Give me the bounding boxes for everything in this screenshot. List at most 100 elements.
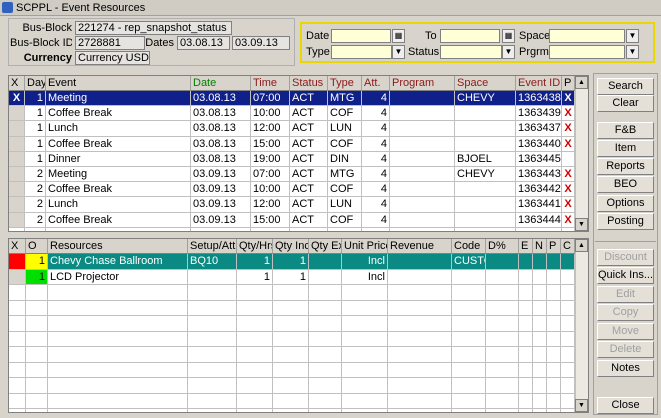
grid-cell[interactable]: LUN <box>328 197 362 213</box>
grid-cell[interactable] <box>9 136 25 152</box>
grid-cell[interactable]: ACT <box>290 151 328 167</box>
grid-cell[interactable] <box>390 151 455 167</box>
space-input[interactable] <box>549 29 625 43</box>
grid-cell[interactable]: 12:00 <box>251 197 290 213</box>
grid-cell[interactable] <box>519 254 533 270</box>
grid-cell[interactable]: 4 <box>362 121 390 137</box>
button[interactable]: Quick Ins... <box>597 267 654 284</box>
grid-cell[interactable] <box>390 106 455 122</box>
grid-cell[interactable]: 1363440 <box>516 136 562 152</box>
grid-cell[interactable]: X <box>562 197 575 213</box>
grid-cell[interactable]: COF <box>328 212 362 228</box>
scroll-up[interactable]: ▲ <box>575 76 588 89</box>
grid-cell[interactable] <box>390 167 455 183</box>
grid-cell[interactable] <box>452 269 486 285</box>
grid-cell[interactable] <box>390 121 455 137</box>
grid-cell[interactable]: 4 <box>362 212 390 228</box>
grid-cell[interactable]: Incl <box>342 254 388 270</box>
dropdown-button[interactable]: ▼ <box>626 45 639 59</box>
grid-cell[interactable]: 4 <box>362 91 390 107</box>
grid-cell[interactable]: 07:00 <box>251 91 290 107</box>
button[interactable]: Options <box>597 195 654 212</box>
button[interactable]: Close <box>597 397 654 414</box>
grid-cell[interactable] <box>309 269 342 285</box>
grid-cell[interactable] <box>455 121 516 137</box>
grid-cell[interactable]: ACT <box>290 106 328 122</box>
button[interactable]: Reports <box>597 158 654 175</box>
button[interactable]: F&B <box>597 122 654 139</box>
grid-cell[interactable]: 1363441 <box>516 197 562 213</box>
grid-cell[interactable]: DIN <box>328 151 362 167</box>
grid-cell[interactable]: 07:00 <box>251 167 290 183</box>
grid-cell[interactable] <box>486 269 519 285</box>
button[interactable]: Notes <box>597 360 654 377</box>
grid-cell[interactable]: 1 <box>25 91 46 107</box>
program-input[interactable] <box>549 45 625 59</box>
grid-cell[interactable]: 4 <box>362 106 390 122</box>
grid-cell[interactable] <box>390 136 455 152</box>
grid-cell[interactable]: 1 <box>237 254 273 270</box>
grid-cell[interactable]: X <box>562 91 575 107</box>
grid-cell[interactable]: 1363443 <box>516 167 562 183</box>
grid-cell[interactable]: 15:00 <box>251 136 290 152</box>
grid-cell[interactable]: ACT <box>290 197 328 213</box>
grid-cell[interactable]: 19:00 <box>251 151 290 167</box>
grid-cell[interactable] <box>390 91 455 107</box>
grid-cell[interactable]: 1363439 <box>516 106 562 122</box>
grid-cell[interactable] <box>519 269 533 285</box>
grid-cell[interactable]: X <box>562 212 575 228</box>
grid-cell[interactable] <box>561 269 575 285</box>
grid-cell[interactable]: 03.08.13 <box>191 121 251 137</box>
grid-cell[interactable] <box>188 269 237 285</box>
grid-cell[interactable]: LCD Projector <box>48 269 188 285</box>
grid-cell[interactable]: X <box>562 106 575 122</box>
calendar-button[interactable]: ▦ <box>502 29 515 43</box>
grid-cell[interactable]: X <box>562 182 575 198</box>
grid-cell[interactable]: ACT <box>290 121 328 137</box>
grid-cell[interactable]: 2 <box>25 167 46 183</box>
grid-cell[interactable]: COF <box>328 106 362 122</box>
grid-cell[interactable]: ACT <box>290 167 328 183</box>
grid-cell[interactable] <box>309 254 342 270</box>
grid-cell[interactable]: 03.08.13 <box>191 136 251 152</box>
grid-cell[interactable] <box>388 254 452 270</box>
status-input[interactable] <box>440 45 502 59</box>
grid-cell[interactable]: COF <box>328 182 362 198</box>
grid-cell[interactable] <box>9 182 25 198</box>
grid-cell[interactable]: Incl <box>342 269 388 285</box>
grid-cell[interactable]: 1 <box>26 269 48 285</box>
grid-cell[interactable]: LUN <box>328 121 362 137</box>
grid-cell[interactable]: MTG <box>328 91 362 107</box>
grid-cell[interactable]: 03.09.13 <box>191 167 251 183</box>
grid-cell[interactable]: ACT <box>290 212 328 228</box>
grid-cell[interactable] <box>455 136 516 152</box>
grid-cell[interactable]: Chevy Chase Ballroom <box>48 254 188 270</box>
grid-cell[interactable]: 1363442 <box>516 182 562 198</box>
grid-cell[interactable] <box>9 121 25 137</box>
grid-cell[interactable]: Coffee Break <box>46 212 191 228</box>
grid-cell[interactable] <box>561 254 575 270</box>
grid-cell[interactable]: 1363437 <box>516 121 562 137</box>
grid-cell[interactable] <box>455 106 516 122</box>
grid-cell[interactable] <box>9 106 25 122</box>
grid-cell[interactable]: 4 <box>362 182 390 198</box>
grid-cell[interactable]: Lunch <box>46 197 191 213</box>
grid-cell[interactable] <box>455 212 516 228</box>
grid-cell[interactable]: 1 <box>25 151 46 167</box>
grid-cell[interactable]: 1 <box>26 254 48 270</box>
grid-cell[interactable]: 2 <box>25 197 46 213</box>
grid-cell[interactable] <box>9 254 26 270</box>
dropdown-button[interactable]: ▼ <box>626 29 639 43</box>
grid-cell[interactable]: 03.09.13 <box>191 212 251 228</box>
grid-cell[interactable]: X <box>562 136 575 152</box>
grid-cell[interactable] <box>9 151 25 167</box>
grid-cell[interactable]: 1363445 <box>516 151 562 167</box>
scroll-up[interactable]: ▲ <box>575 239 588 252</box>
grid-cell[interactable]: 10:00 <box>251 106 290 122</box>
grid-cell[interactable]: X <box>9 91 25 107</box>
grid-cell[interactable]: X <box>562 121 575 137</box>
grid-cell[interactable] <box>486 254 519 270</box>
grid-cell[interactable]: BQ10 <box>188 254 237 270</box>
grid-cell[interactable]: BJOEL <box>455 151 516 167</box>
grid-cell[interactable]: Dinner <box>46 151 191 167</box>
